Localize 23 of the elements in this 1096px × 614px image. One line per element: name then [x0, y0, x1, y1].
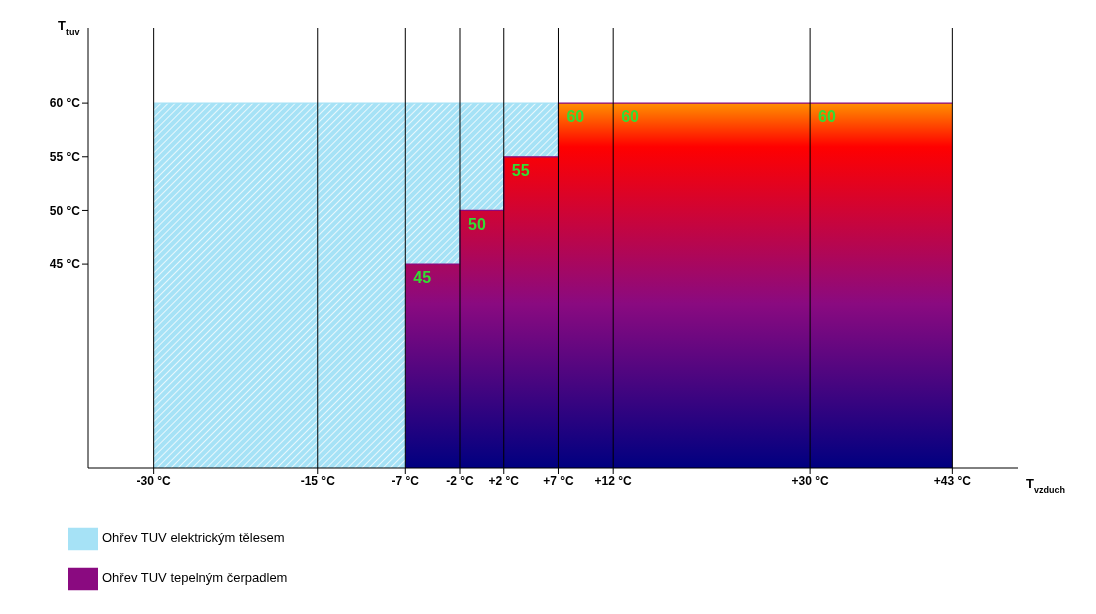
x-tick-label: +12 °C [594, 473, 633, 488]
x-tick-label: -7 °C [391, 473, 420, 488]
legend-label: Ohřev TUV elektrickým tělesem [102, 530, 285, 545]
x-tick-label: +7 °C [543, 473, 575, 488]
y-tick-label: 45 °C [49, 257, 81, 272]
y-tick-label: 60 °C [49, 96, 81, 111]
data-label: 45 [413, 269, 432, 287]
x-axis-title: T$_{vzduch}$ [1026, 476, 1065, 495]
x-tick-label: +2 °C [488, 473, 520, 488]
x-tick-label: -15 °C [300, 473, 336, 488]
x-tick-label: -30 °C [136, 473, 172, 488]
x-tick-label: -2 °C [446, 473, 475, 488]
y-axis-title: T$_{tuv}$ [58, 18, 80, 37]
x-tick-label: +43 °C [933, 473, 972, 488]
data-label: 60 [566, 108, 585, 126]
x-tick-label: +30 °C [791, 473, 830, 488]
data-label: 60 [621, 108, 640, 126]
y-tick-label: 50 °C [49, 203, 81, 218]
data-label: 55 [511, 162, 530, 180]
legend-label: Ohřev TUV tepelným čerpadlem [102, 570, 288, 585]
data-label: 50 [468, 215, 486, 233]
data-label: 60 [818, 108, 837, 126]
y-tick-label: 55 °C [49, 150, 81, 165]
